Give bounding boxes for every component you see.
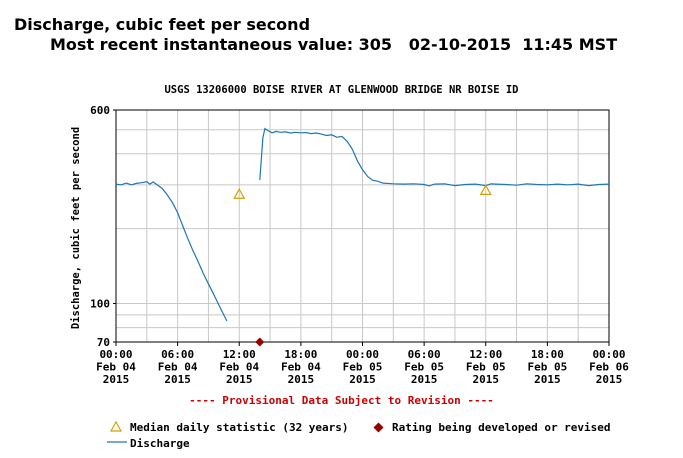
x-tick-label: Feb 05 — [404, 361, 444, 374]
provisional-note: ---- Provisional Data Subject to Revisio… — [189, 394, 494, 407]
y-tick-label: 600 — [90, 104, 110, 117]
x-tick-label: 2015 — [164, 373, 191, 386]
median-triangle-icon — [110, 421, 122, 432]
x-tick-label: 2015 — [596, 373, 623, 386]
x-tick-label: 06:00 — [408, 348, 441, 361]
x-tick-label: 2015 — [473, 373, 500, 386]
x-tick-label: Feb 05 — [466, 361, 506, 374]
x-tick-label: Feb 04 — [158, 361, 198, 374]
x-tick-label: Feb 06 — [589, 361, 629, 374]
x-tick-label: 18:00 — [284, 348, 317, 361]
legend-median-label: Median daily statistic (32 years) — [130, 421, 349, 434]
x-tick-label: 2015 — [103, 373, 130, 386]
chart-title: USGS 13206000 BOISE RIVER AT GLENWOOD BR… — [164, 84, 519, 96]
discharge-line-icon — [107, 441, 127, 443]
x-tick-label: Feb 05 — [343, 361, 383, 374]
x-tick-label: 00:00 — [592, 348, 625, 361]
y-tick-label: 100 — [90, 297, 110, 310]
x-tick-label: Feb 04 — [281, 361, 321, 374]
x-tick-label: 00:00 — [346, 348, 379, 361]
legend-rating-label: Rating being developed or revised — [392, 421, 611, 434]
header-latest-value: Most recent instantaneous value: 305 02-… — [50, 35, 618, 54]
discharge-series-line — [259, 127, 610, 187]
x-tick-label: Feb 05 — [528, 361, 568, 374]
x-tick-label: 06:00 — [161, 348, 194, 361]
x-tick-label: 2015 — [349, 373, 376, 386]
x-tick-label: Feb 04 — [219, 361, 259, 374]
median-statistic-marker — [479, 184, 492, 195]
x-tick-label: Feb 04 — [96, 361, 136, 374]
y-tick-label: 70 — [97, 336, 110, 349]
x-tick-label: 12:00 — [469, 348, 502, 361]
x-tick-label: 12:00 — [223, 348, 256, 361]
x-tick-label: 2015 — [288, 373, 315, 386]
rating-marker — [255, 337, 265, 347]
rating-diamond-icon — [373, 422, 384, 433]
discharge-series-line — [115, 181, 228, 322]
median-statistic-marker — [233, 188, 246, 199]
x-tick-label: 18:00 — [531, 348, 564, 361]
header-title: Discharge, cubic feet per second — [14, 15, 311, 34]
x-tick-label: 2015 — [534, 373, 561, 386]
x-tick-label: 2015 — [411, 373, 438, 386]
x-tick-label: 00:00 — [99, 348, 132, 361]
legend-discharge-label: Discharge — [130, 437, 190, 450]
x-tick-label: 2015 — [226, 373, 253, 386]
